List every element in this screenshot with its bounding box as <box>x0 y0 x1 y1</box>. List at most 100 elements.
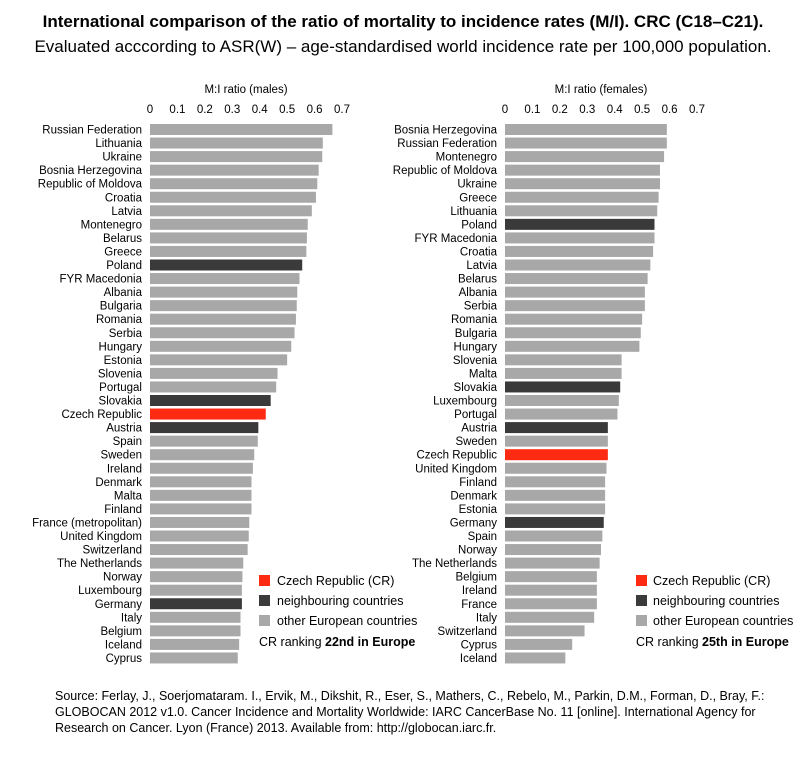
category-label: Slovenia <box>98 368 143 380</box>
legend-swatch-other <box>636 615 647 626</box>
category-label: Switzerland <box>438 626 497 638</box>
tick-label: 0.4 <box>607 104 624 116</box>
category-label: Austria <box>106 423 142 435</box>
bar-serbia <box>150 327 295 339</box>
bar-estonia <box>150 354 288 366</box>
category-label: FYR Macedonia <box>60 274 143 286</box>
category-label: Slovenia <box>453 355 498 367</box>
cr-ranking-label: CR ranking 22nd in Europe <box>259 635 415 649</box>
bar-cyprus <box>505 638 573 650</box>
bar-belarus <box>150 232 307 244</box>
bar-greece <box>505 191 659 203</box>
category-label: Malta <box>114 490 143 502</box>
bar-poland <box>505 218 655 230</box>
bar-france-metropolitan- <box>150 516 250 528</box>
category-label: Sweden <box>455 436 497 448</box>
category-label: Montenegro <box>436 152 497 164</box>
bar-romania <box>505 313 643 325</box>
legend-label: neighbouring countries <box>277 594 403 608</box>
bar-belarus <box>505 273 648 285</box>
bar-luxembourg <box>150 584 242 596</box>
bar-germany <box>150 598 242 610</box>
bar-republic-of-moldova <box>150 178 318 190</box>
legend-label: Czech Republic (CR) <box>277 574 394 588</box>
category-label: Hungary <box>99 341 143 353</box>
bar-sweden <box>150 449 255 461</box>
bar-austria <box>505 422 608 434</box>
bar-belgium <box>505 571 597 583</box>
bar-switzerland <box>150 544 248 556</box>
category-label: Albania <box>104 287 143 299</box>
bar-greece <box>150 245 307 257</box>
category-label: Norway <box>458 545 497 557</box>
category-label: Greece <box>459 192 497 204</box>
category-label: Republic of Moldova <box>393 165 498 177</box>
category-label: United Kingdom <box>415 463 497 475</box>
category-label: Montenegro <box>81 219 142 231</box>
bar-malta <box>505 367 622 379</box>
bar-portugal <box>150 381 277 393</box>
bar-lithuania <box>505 205 658 217</box>
tick-label: 0.6 <box>662 104 678 116</box>
category-label: Luxembourg <box>78 585 142 597</box>
bar-switzerland <box>505 625 585 637</box>
legend-swatch-neighbour <box>259 595 270 606</box>
bar-portugal <box>505 408 618 420</box>
category-label: Portugal <box>454 409 497 421</box>
category-label: The Netherlands <box>57 558 142 570</box>
legend-label: other European countries <box>277 614 417 628</box>
legend-label: Czech Republic (CR) <box>653 574 770 588</box>
bar-ireland <box>150 462 253 474</box>
category-label: Austria <box>461 423 497 435</box>
category-label: Ireland <box>462 585 497 597</box>
bar-slovenia <box>505 354 622 366</box>
tick-label: 0.5 <box>634 104 650 116</box>
bar-united-kingdom <box>150 530 249 542</box>
tick-label: 0.6 <box>307 104 323 116</box>
tick-label: 0.1 <box>169 104 185 116</box>
bar-austria <box>150 422 259 434</box>
bar-hungary <box>505 340 640 352</box>
bar-denmark <box>150 476 252 488</box>
category-label: Lithuania <box>95 138 142 150</box>
category-label: Italy <box>476 612 497 624</box>
tick-label: 0 <box>147 104 153 116</box>
category-label: Bosnia Herzegovina <box>394 125 498 137</box>
tick-label: 0.2 <box>552 104 568 116</box>
bar-albania <box>505 286 645 298</box>
category-label: Latvia <box>111 206 142 218</box>
category-label: Sweden <box>100 450 142 462</box>
chart-males: M:I ratio (males) 0 0.1 0.2 0.3 0.4 0.5 0.6 0.7 R… <box>32 84 417 665</box>
category-label: Iceland <box>105 639 142 651</box>
legend-swatch-other <box>259 615 270 626</box>
bar-finland <box>505 476 606 488</box>
axis-title-females: M:I ratio (females) <box>555 84 648 96</box>
cr-ranking-label: CR ranking 25th in Europe <box>636 635 789 649</box>
bar-bulgaria <box>150 300 297 312</box>
tick-label: 0.3 <box>579 104 595 116</box>
category-label: Poland <box>461 219 497 231</box>
category-label: Malta <box>469 368 498 380</box>
category-label: Croatia <box>105 192 143 204</box>
legend-swatch-neighbour <box>636 595 647 606</box>
bar-the-netherlands <box>505 557 600 569</box>
legend-swatch-czech <box>636 575 647 586</box>
bar-denmark <box>505 489 606 501</box>
legend-swatch-czech <box>259 575 270 586</box>
category-label: Ireland <box>107 463 142 475</box>
category-label: FYR Macedonia <box>415 233 498 245</box>
tick-label: 0 <box>502 104 508 116</box>
bar-slovakia <box>150 395 271 406</box>
bar-latvia <box>505 259 651 271</box>
bar-spain <box>505 530 603 542</box>
source-note: Source: Ferlay, J., Soerjomataram. I., E… <box>55 689 765 735</box>
bar-italy <box>150 611 241 623</box>
category-label: Republic of Moldova <box>38 179 143 191</box>
bar-latvia <box>150 205 312 217</box>
category-label: Denmark <box>450 490 497 502</box>
bar-poland <box>150 259 303 271</box>
axis-title-males: M:I ratio (males) <box>204 84 287 96</box>
category-label: Estonia <box>104 355 143 367</box>
category-label: Ukraine <box>102 152 142 164</box>
category-label: Czech Republic <box>416 450 497 462</box>
